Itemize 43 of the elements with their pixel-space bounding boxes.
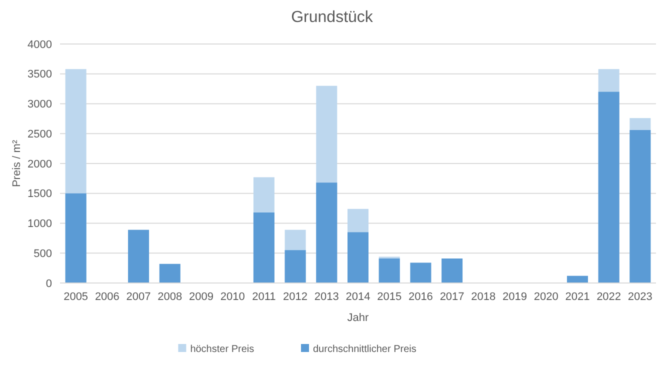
bar (347, 232, 369, 283)
bar (442, 258, 463, 283)
x-tick-label: 2012 (283, 291, 308, 303)
x-tick-label: 2021 (565, 291, 590, 303)
x-tick-label: 2014 (346, 291, 370, 303)
bar (566, 276, 588, 283)
x-tick-label: 2018 (471, 291, 496, 303)
bar (284, 250, 306, 283)
x-tick-label: 2019 (502, 291, 527, 303)
chart-title: Grundstück (291, 9, 374, 26)
x-tick-label: 2022 (596, 291, 622, 303)
y-tick-label: 1500 (28, 188, 52, 200)
y-tick-label: 0 (46, 278, 52, 290)
bar (65, 193, 86, 283)
legend-label: höchster Preis (190, 344, 254, 355)
x-tick-label: 2017 (440, 291, 464, 303)
y-tick-label: 1000 (28, 218, 52, 230)
y-tick-label: 4000 (28, 38, 52, 51)
y-axis-title: Preis / m² (11, 140, 23, 188)
x-tick-label: 2008 (158, 291, 182, 303)
y-tick-label: 3000 (28, 98, 52, 111)
bar (128, 230, 150, 283)
x-tick-label: 2010 (220, 291, 245, 303)
x-tick-label: 2016 (408, 291, 433, 303)
bar (253, 212, 274, 283)
x-tick-label: 2007 (126, 291, 151, 303)
x-axis-title: Jahr (347, 312, 370, 324)
x-tick-label: 2023 (628, 291, 652, 303)
x-tick-label: 2011 (252, 291, 276, 303)
bar (159, 264, 180, 283)
bar (410, 262, 432, 283)
bar (316, 182, 338, 283)
y-tick-label: 2000 (28, 158, 52, 170)
x-tick-label: 2015 (377, 291, 402, 303)
y-tick-label: 2500 (28, 128, 52, 140)
x-tick-label: 2005 (64, 291, 88, 303)
x-tick-label: 2013 (314, 291, 339, 303)
y-tick-label: 500 (34, 248, 52, 260)
y-tick-label: 3500 (28, 68, 52, 81)
x-tick-label: 2006 (94, 291, 120, 303)
legend-label: durchschnittlicher Preis (313, 344, 416, 355)
x-tick-label: 2009 (189, 291, 214, 303)
x-tick-label: 2020 (534, 291, 558, 303)
